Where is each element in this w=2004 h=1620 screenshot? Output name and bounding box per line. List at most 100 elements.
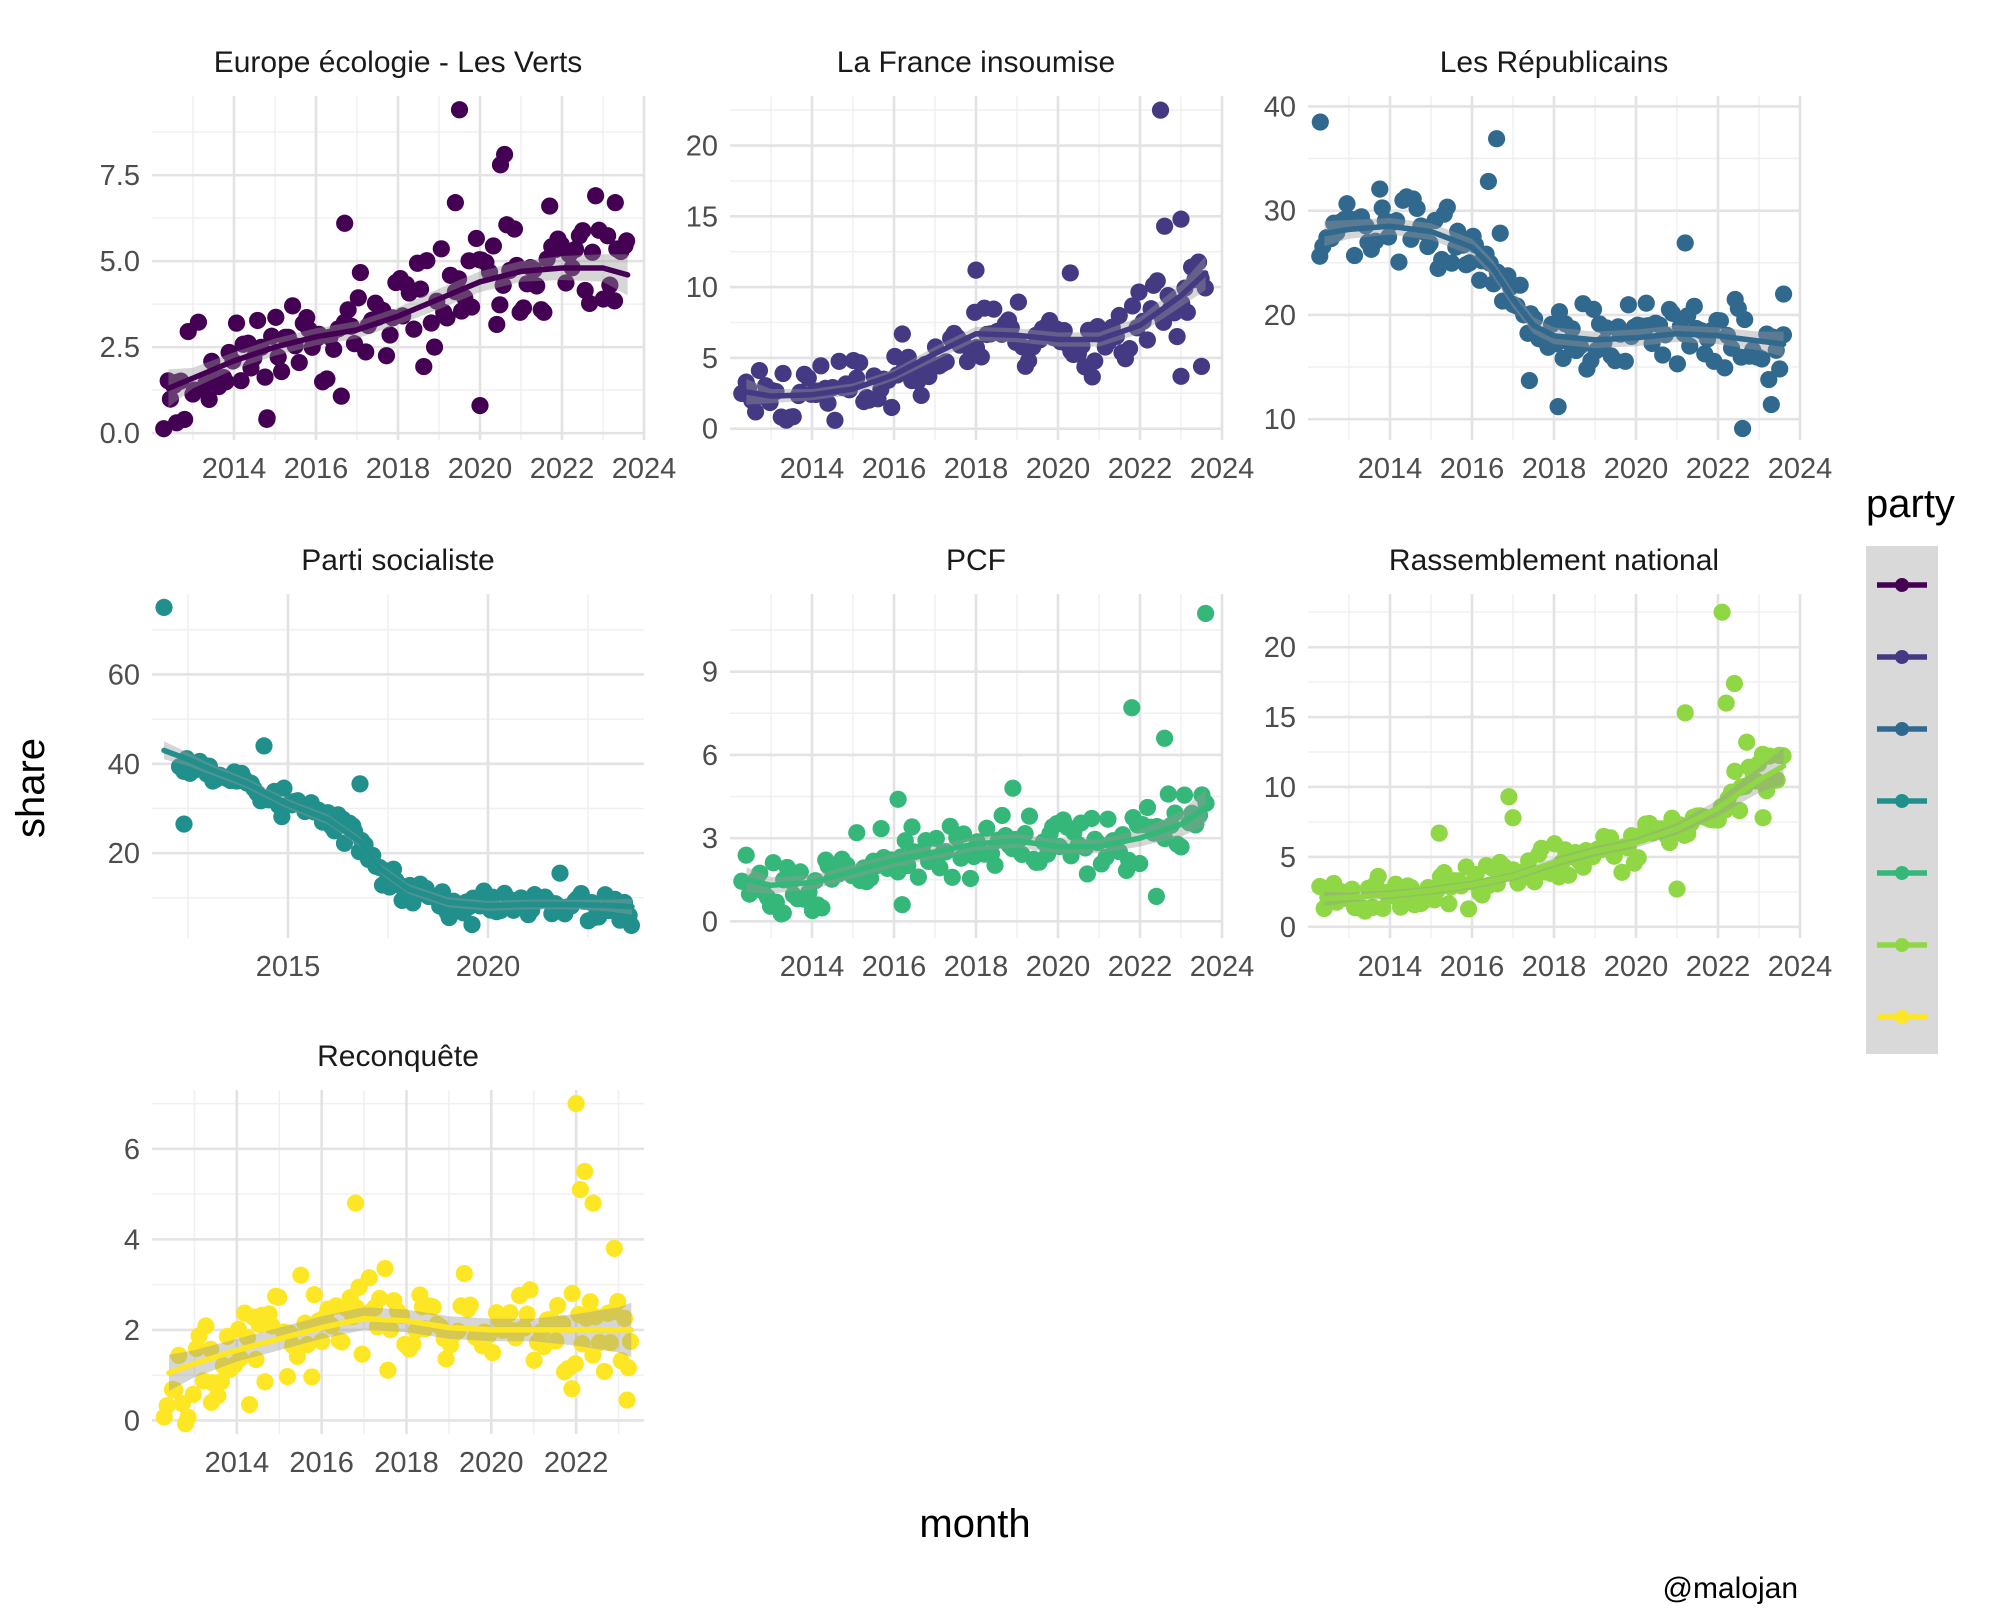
data-point (518, 1305, 536, 1323)
data-point (1774, 326, 1793, 344)
legend-key-point (1895, 1010, 1909, 1024)
data-point (737, 846, 755, 864)
data-point (1685, 297, 1703, 315)
data-point (1629, 849, 1647, 867)
data-point (1443, 254, 1461, 272)
data-point (606, 194, 624, 212)
trend-line (161, 747, 635, 910)
trend-line (165, 265, 631, 392)
data-point (1086, 352, 1104, 370)
data-point (415, 357, 433, 376)
x-tick-label: 2014 (780, 951, 845, 983)
data-point (247, 1350, 265, 1369)
data-point (813, 899, 831, 917)
data-point (1754, 809, 1772, 827)
data-point (985, 300, 1003, 318)
data-point (1738, 733, 1756, 751)
data-point (886, 347, 904, 366)
data-point (1421, 234, 1439, 253)
data-point (937, 353, 955, 371)
data-point (972, 348, 990, 366)
data-point (547, 1332, 565, 1350)
data-point (872, 820, 890, 838)
y-axis-title: share (9, 738, 53, 838)
x-tick-label: 2016 (862, 453, 927, 485)
x-tick-label: 2024 (1768, 453, 1833, 485)
x-tick-label: 2022 (530, 453, 595, 485)
data-point (812, 357, 830, 375)
data-point (1584, 300, 1603, 318)
data-point (1725, 674, 1743, 693)
data-point (494, 276, 512, 294)
data-point (580, 294, 599, 313)
data-point (848, 824, 866, 842)
data-point (212, 1372, 230, 1391)
data-point (484, 1344, 502, 1362)
y-tick-label: 15 (1264, 702, 1296, 734)
data-point (303, 1368, 321, 1386)
data-point (1459, 900, 1478, 918)
x-tick-label: 2020 (1026, 951, 1091, 983)
x-tick-label: 2014 (780, 453, 845, 485)
legend-key-les-republicains (1877, 722, 1927, 736)
data-point (521, 1281, 539, 1299)
data-point (360, 1269, 378, 1287)
x-tick-label: 2024 (612, 453, 677, 485)
data-point (471, 397, 489, 415)
data-point (1717, 694, 1735, 712)
data-point (1123, 699, 1141, 717)
data-point (353, 1345, 371, 1363)
data-point (909, 868, 927, 886)
data-point (231, 1350, 249, 1368)
data-point (535, 303, 553, 321)
data-point (336, 214, 354, 232)
data-point (256, 1373, 274, 1391)
data-point (893, 325, 911, 343)
data-point (1343, 880, 1361, 898)
data-point (217, 373, 235, 391)
y-tick-label: 0 (1280, 912, 1296, 944)
data-point (1613, 863, 1631, 881)
data-point (819, 394, 837, 412)
data-point (270, 1288, 288, 1306)
data-point (184, 1385, 202, 1404)
y-tick-label: 5.0 (100, 246, 140, 278)
data-point (746, 403, 765, 421)
x-tick-label: 2015 (256, 951, 321, 983)
data-point (1009, 293, 1028, 311)
data-point (357, 343, 375, 361)
legend-key-point (1895, 722, 1909, 736)
data-point (446, 194, 464, 212)
points-reconquete (155, 1094, 640, 1433)
x-tick-label: 2020 (1026, 453, 1091, 485)
data-point (619, 1359, 638, 1377)
data-point (1374, 899, 1392, 918)
data-point (1402, 230, 1420, 248)
data-point (202, 1393, 220, 1411)
data-point (161, 390, 180, 408)
x-tick-label: 2022 (544, 1447, 609, 1479)
data-point (1716, 359, 1734, 377)
data-point (377, 347, 396, 365)
x-tick-label: 2014 (205, 1447, 270, 1479)
data-point (1156, 217, 1174, 235)
data-point (1083, 809, 1101, 828)
data-point (1563, 320, 1581, 338)
facet-title: PCF (946, 544, 1006, 577)
data-point (376, 1259, 394, 1278)
data-point (791, 863, 809, 881)
data-point (549, 1296, 567, 1315)
data-point (462, 298, 481, 316)
data-point (1547, 335, 1565, 353)
x-tick-label: 2024 (1190, 951, 1255, 983)
trend-line (1321, 763, 1787, 902)
data-point (461, 1296, 479, 1314)
data-point (450, 101, 469, 119)
x-tick-label: 2022 (1686, 951, 1751, 983)
data-point (1147, 887, 1165, 905)
data-point (605, 1239, 623, 1258)
data-point (576, 281, 594, 300)
data-point (751, 864, 769, 882)
data-point (1676, 704, 1694, 722)
data-point (298, 1336, 316, 1354)
